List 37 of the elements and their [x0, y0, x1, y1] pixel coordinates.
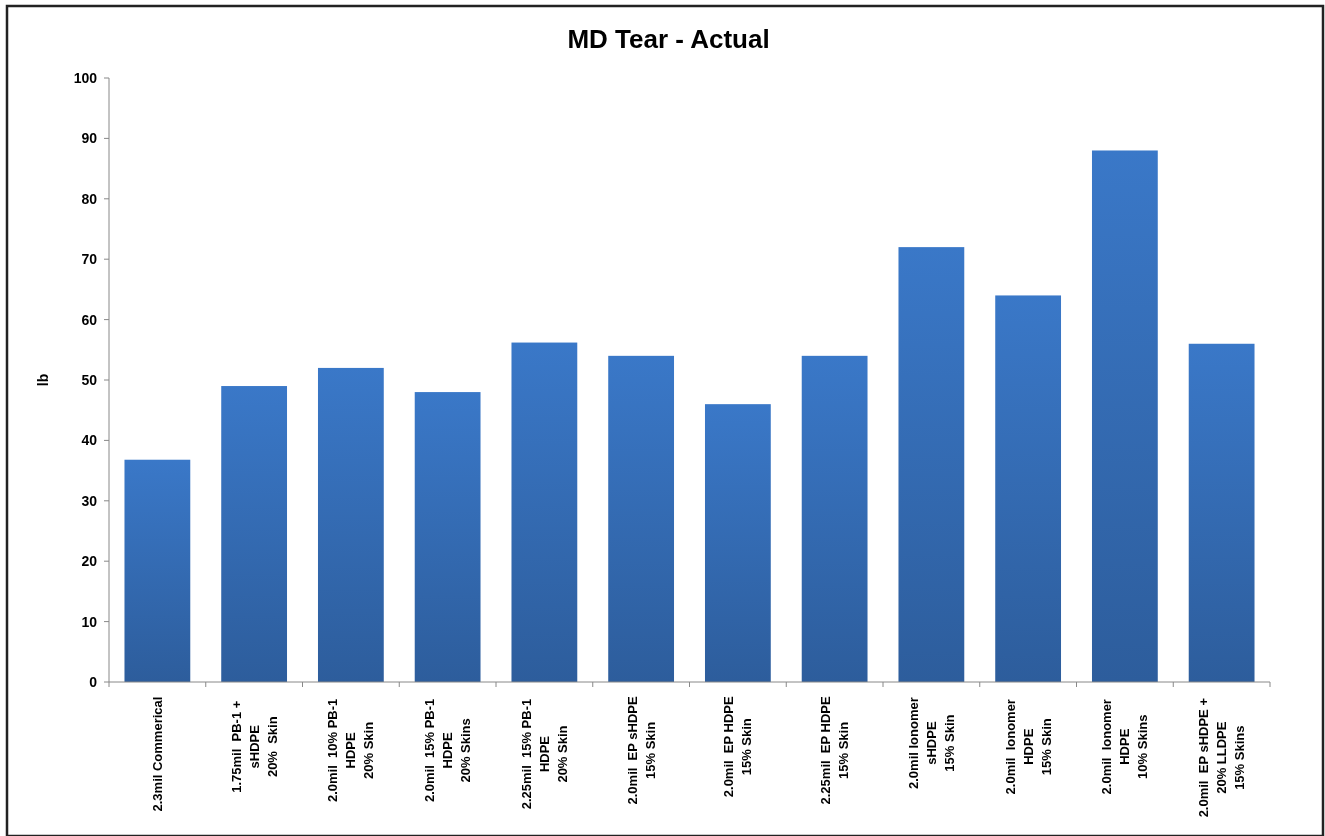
bar	[608, 355, 675, 682]
y-tick-label: 30	[81, 492, 98, 509]
x-tick-label: 1.75mil PB-1 + sHDPE 20% Skin	[228, 700, 280, 793]
x-tick-label: 2.0mil 10% PB-1 HDPE 20% Skin	[325, 698, 377, 803]
x-tick-label: 2.0mil 15% PB-1 HDPE 20% Skins	[422, 698, 474, 803]
x-tick-label: 2.3mil Commerical	[149, 696, 165, 812]
y-tick-label: 70	[81, 251, 98, 268]
y-axis-title: lb	[35, 373, 51, 387]
chart-title: MD Tear - Actual	[567, 24, 770, 54]
x-tick-label: 2.25mil 15% PB-1 HDPE 20% Skin	[518, 698, 570, 810]
x-tick-label: 2.0mil EP sHDPE + 20% LLDPE 15% Skins	[1196, 697, 1248, 818]
y-tick-label: 0	[89, 673, 98, 690]
y-tick-label: 80	[81, 190, 98, 207]
y-tick-label: 90	[81, 130, 98, 147]
bar	[801, 355, 868, 682]
bar	[1188, 343, 1255, 682]
y-tick-label: 60	[81, 311, 98, 328]
y-tick-label: 100	[73, 69, 98, 86]
x-tick-label: 2.0mil EP HDPE 15% Skin	[721, 695, 755, 798]
y-tick-label: 50	[81, 371, 98, 388]
bar	[1091, 150, 1158, 682]
bar	[221, 386, 288, 682]
bar	[317, 367, 384, 682]
y-tick-label: 40	[81, 432, 98, 449]
bar	[124, 459, 191, 682]
y-tick-label: 20	[81, 553, 98, 570]
x-tick-label: 2.0mil Ionomer sHDPE 15% Skin	[905, 697, 957, 789]
bar	[414, 392, 481, 682]
bar	[898, 247, 965, 682]
bar	[704, 404, 771, 682]
y-tick-label: 10	[81, 613, 98, 630]
bar	[511, 342, 578, 682]
bar	[995, 295, 1062, 682]
x-tick-label: 2.25mil EP HDPE 15% Skin	[818, 696, 852, 805]
x-tick-label: 2.0mil EP sHDPE 15% Skin	[624, 696, 658, 805]
x-tick-label: 2.0mil Ionomer HDPE 10% Skins	[1099, 699, 1151, 795]
x-tick-label: 2.0mil Ionomer HDPE 15% Skin	[1002, 699, 1054, 795]
